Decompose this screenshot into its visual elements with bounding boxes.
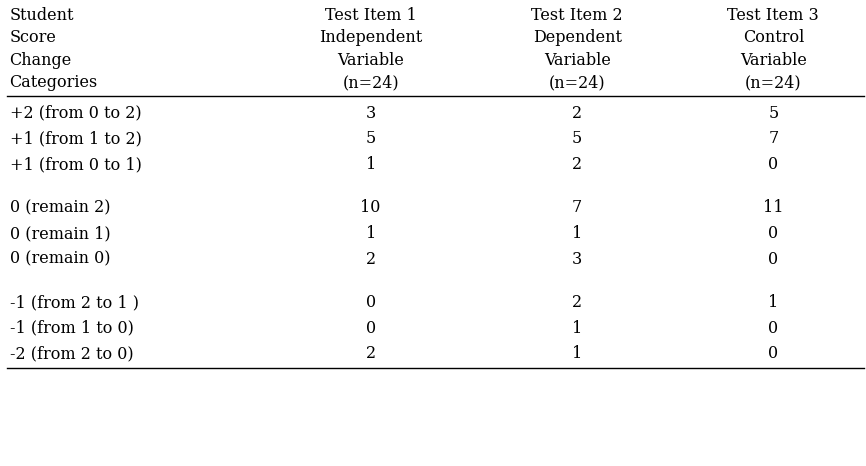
Text: +1 (from 0 to 1): +1 (from 0 to 1) xyxy=(10,156,141,173)
Text: +1 (from 1 to 2): +1 (from 1 to 2) xyxy=(10,130,141,147)
Text: -1 (from 1 to 0): -1 (from 1 to 0) xyxy=(10,320,133,336)
Text: 0: 0 xyxy=(365,294,376,311)
Text: 0: 0 xyxy=(768,345,779,362)
Text: 0 (remain 0): 0 (remain 0) xyxy=(10,251,110,267)
Text: Change: Change xyxy=(10,52,72,69)
Text: Independent: Independent xyxy=(319,29,423,46)
Text: 0 (remain 1): 0 (remain 1) xyxy=(10,225,110,242)
Text: 1: 1 xyxy=(572,320,582,336)
Text: Variable: Variable xyxy=(740,52,807,69)
Text: 0: 0 xyxy=(768,320,779,336)
Text: Control: Control xyxy=(743,29,804,46)
Text: Dependent: Dependent xyxy=(533,29,622,46)
Text: 1: 1 xyxy=(572,345,582,362)
Text: Variable: Variable xyxy=(544,52,611,69)
Text: -1 (from 2 to 1 ): -1 (from 2 to 1 ) xyxy=(10,294,139,311)
Text: Score: Score xyxy=(10,29,56,46)
Text: 2: 2 xyxy=(572,105,582,122)
Text: Variable: Variable xyxy=(337,52,404,69)
Text: 0: 0 xyxy=(365,320,376,336)
Text: 2: 2 xyxy=(365,345,376,362)
Text: Test Item 3: Test Item 3 xyxy=(727,7,819,24)
Text: Student: Student xyxy=(10,7,74,24)
Text: 1: 1 xyxy=(768,294,779,311)
Text: 10: 10 xyxy=(360,199,381,216)
Text: 0: 0 xyxy=(768,251,779,267)
Text: Test Item 1: Test Item 1 xyxy=(325,7,417,24)
Text: +2 (from 0 to 2): +2 (from 0 to 2) xyxy=(10,105,141,122)
Text: 7: 7 xyxy=(572,199,582,216)
Text: 5: 5 xyxy=(572,130,582,147)
Text: 1: 1 xyxy=(572,225,582,242)
Text: 5: 5 xyxy=(365,130,376,147)
Text: Categories: Categories xyxy=(10,74,98,91)
Text: (n=24): (n=24) xyxy=(342,74,399,91)
Text: 3: 3 xyxy=(365,105,376,122)
Text: 2: 2 xyxy=(365,251,376,267)
Text: 3: 3 xyxy=(572,251,582,267)
Text: 5: 5 xyxy=(768,105,779,122)
Text: 0: 0 xyxy=(768,225,779,242)
Text: Test Item 2: Test Item 2 xyxy=(532,7,623,24)
Text: 11: 11 xyxy=(763,199,784,216)
Text: (n=24): (n=24) xyxy=(549,74,605,91)
Text: 2: 2 xyxy=(572,156,582,173)
Text: 0: 0 xyxy=(768,156,779,173)
Text: (n=24): (n=24) xyxy=(745,74,802,91)
Text: 0 (remain 2): 0 (remain 2) xyxy=(10,199,110,216)
Text: 1: 1 xyxy=(365,225,376,242)
Text: 7: 7 xyxy=(768,130,779,147)
Text: 2: 2 xyxy=(572,294,582,311)
Text: 1: 1 xyxy=(365,156,376,173)
Text: -2 (from 2 to 0): -2 (from 2 to 0) xyxy=(10,345,133,362)
